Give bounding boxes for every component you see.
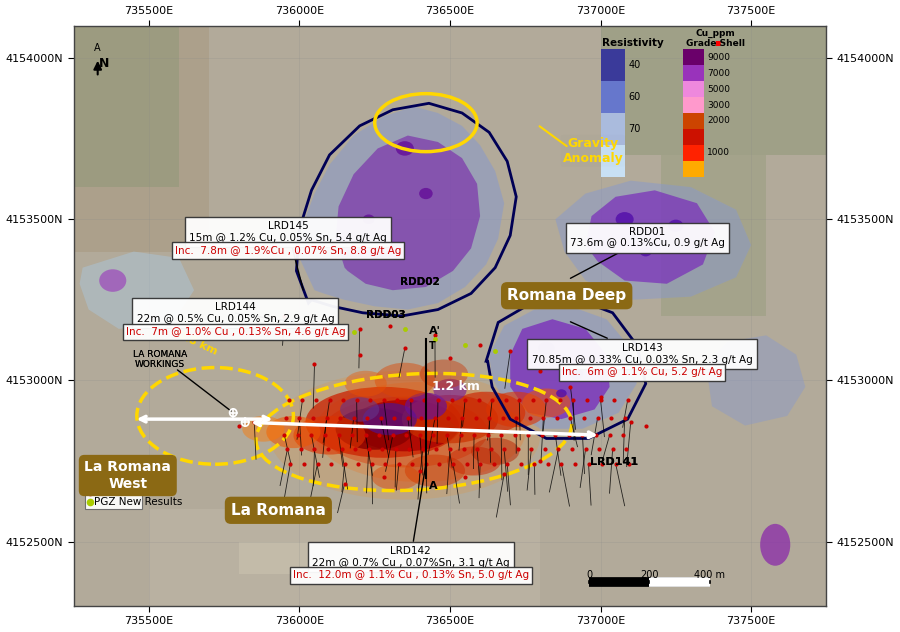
- Text: RDD01
73.6m @ 0.13%Cu, 0.9 g/t Ag: RDD01 73.6m @ 0.13%Cu, 0.9 g/t Ag: [570, 227, 725, 278]
- Polygon shape: [74, 26, 209, 252]
- Polygon shape: [74, 26, 179, 187]
- Ellipse shape: [363, 214, 374, 224]
- Text: RDD02: RDD02: [400, 277, 440, 288]
- Polygon shape: [148, 509, 540, 606]
- Text: 200: 200: [640, 570, 659, 580]
- Text: La Romana
West: La Romana West: [85, 461, 171, 490]
- Polygon shape: [600, 26, 826, 155]
- Ellipse shape: [447, 392, 526, 434]
- Polygon shape: [79, 252, 194, 329]
- Text: 400 m: 400 m: [694, 570, 725, 580]
- Text: LA ROMANA
WORKINGS: LA ROMANA WORKINGS: [133, 349, 187, 369]
- Text: LRD145
15m @ 1.2% Cu, 0.05% Sn, 5.4 g/t Ag: LRD145 15m @ 1.2% Cu, 0.05% Sn, 5.4 g/t …: [189, 221, 387, 290]
- Ellipse shape: [570, 368, 583, 380]
- Text: Gravity
Anomaly: Gravity Anomaly: [562, 137, 624, 165]
- Ellipse shape: [374, 363, 435, 398]
- Ellipse shape: [363, 403, 417, 435]
- Ellipse shape: [351, 400, 459, 451]
- Ellipse shape: [419, 188, 433, 199]
- Text: La Romana: La Romana: [231, 503, 326, 518]
- Text: LRD143
70.85m @ 0.33% Cu, 0.03% Sn, 2.3 g/t Ag: LRD143 70.85m @ 0.33% Cu, 0.03% Sn, 2.3 …: [532, 322, 752, 365]
- Text: Inc.  6m @ 1.1% Cu, 5.2 g/t Ag: Inc. 6m @ 1.1% Cu, 5.2 g/t Ag: [562, 367, 722, 377]
- Text: 1.2 km: 1.2 km: [432, 380, 480, 393]
- Text: RDD02: RDD02: [400, 277, 440, 288]
- Text: Romana Deep: Romana Deep: [507, 288, 626, 303]
- Text: LA ROMANA
WORKINGS: LA ROMANA WORKINGS: [133, 349, 187, 369]
- Text: PGZ New Results: PGZ New Results: [94, 497, 183, 507]
- Ellipse shape: [345, 371, 387, 396]
- Text: Inc.  7.8m @ 1.9%Cu , 0.07% Sn, 8.8 g/t Ag: Inc. 7.8m @ 1.9%Cu , 0.07% Sn, 8.8 g/t A…: [175, 246, 401, 255]
- Ellipse shape: [99, 269, 126, 292]
- Ellipse shape: [401, 395, 499, 443]
- Text: N: N: [99, 57, 109, 70]
- Text: RDD03: RDD03: [366, 310, 406, 320]
- Ellipse shape: [322, 396, 488, 468]
- Ellipse shape: [314, 382, 526, 482]
- Ellipse shape: [266, 416, 320, 448]
- Ellipse shape: [405, 454, 465, 487]
- Polygon shape: [706, 336, 806, 425]
- Polygon shape: [510, 319, 609, 419]
- Text: LRD141: LRD141: [590, 457, 638, 467]
- Polygon shape: [586, 190, 715, 284]
- Ellipse shape: [447, 447, 501, 475]
- Ellipse shape: [669, 220, 683, 232]
- Text: 0.8 km: 0.8 km: [176, 330, 219, 356]
- Ellipse shape: [269, 371, 540, 500]
- Ellipse shape: [616, 212, 634, 227]
- Ellipse shape: [486, 392, 546, 427]
- Text: Inc.  7m @ 1.0% Cu , 0.13% Sn, 4.6 g/t Ag: Inc. 7m @ 1.0% Cu , 0.13% Sn, 4.6 g/t Ag: [126, 327, 346, 337]
- Ellipse shape: [336, 408, 414, 450]
- Polygon shape: [555, 181, 752, 300]
- Ellipse shape: [760, 524, 790, 566]
- Text: LRD141: LRD141: [590, 457, 638, 467]
- Ellipse shape: [640, 246, 652, 257]
- Ellipse shape: [471, 438, 519, 465]
- Ellipse shape: [556, 389, 567, 398]
- Polygon shape: [336, 135, 480, 290]
- Ellipse shape: [405, 392, 447, 420]
- Text: A': A': [429, 326, 441, 336]
- Text: RDD03: RDD03: [366, 310, 406, 320]
- Polygon shape: [489, 307, 636, 428]
- Ellipse shape: [396, 141, 414, 155]
- Ellipse shape: [242, 416, 284, 442]
- Text: 0: 0: [586, 570, 592, 580]
- Ellipse shape: [340, 397, 379, 422]
- Bar: [85, 486, 142, 509]
- Ellipse shape: [293, 416, 365, 454]
- Polygon shape: [661, 155, 766, 316]
- Text: LRD144
22m @ 0.5% Cu, 0.05% Sn, 2.9 g/t Ag: LRD144 22m @ 0.5% Cu, 0.05% Sn, 2.9 g/t …: [137, 302, 334, 324]
- Ellipse shape: [538, 342, 554, 355]
- Ellipse shape: [522, 389, 571, 418]
- Text: LRD142
22m @ 0.7% Cu , 0.07%Sn, 3.1 g/t Ag: LRD142 22m @ 0.7% Cu , 0.07%Sn, 3.1 g/t …: [312, 464, 509, 568]
- Ellipse shape: [305, 387, 462, 458]
- Ellipse shape: [434, 379, 466, 401]
- Polygon shape: [239, 542, 480, 574]
- Text: PGZ Drillholes: PGZ Drillholes: [94, 487, 168, 497]
- Ellipse shape: [420, 360, 468, 389]
- Polygon shape: [300, 107, 504, 310]
- Ellipse shape: [372, 465, 420, 490]
- Text: Inc.  12.0m @ 1.1% Cu , 0.13% Sn, 5.0 g/t Ag: Inc. 12.0m @ 1.1% Cu , 0.13% Sn, 5.0 g/t…: [292, 571, 529, 580]
- Text: A: A: [429, 482, 437, 491]
- Text: A: A: [94, 43, 101, 53]
- Text: T: T: [429, 341, 436, 351]
